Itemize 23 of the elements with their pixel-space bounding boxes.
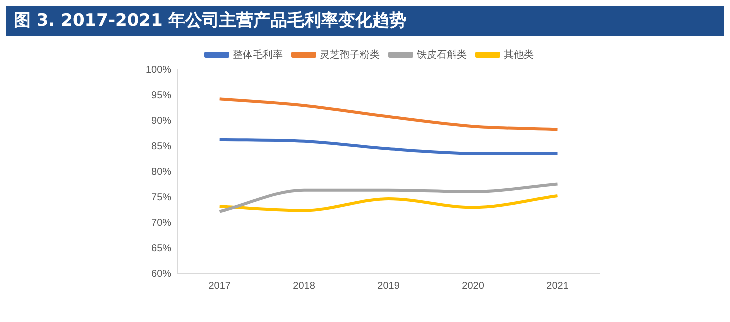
legend-label: 铁皮石斛类: [416, 48, 467, 61]
chart-title: 图 3. 2017-2021 年公司主营产品毛利率变化趋势: [6, 6, 724, 36]
y-tick-label: 70%: [152, 218, 172, 229]
y-tick-label: 60%: [152, 268, 172, 280]
x-tick-label: 2017: [208, 280, 232, 292]
line-series: [218, 194, 560, 212]
x-tick-label: 2020: [462, 280, 485, 292]
y-tick-label: 85%: [152, 141, 172, 152]
legend-label: 灵芝孢子粉类: [320, 48, 380, 61]
y-tick-label: 65%: [152, 243, 172, 254]
line-series: [218, 182, 560, 214]
legend-label: 其他类: [504, 48, 534, 61]
legend-label: 整体毛利率: [233, 48, 283, 61]
y-tick-label: 95%: [152, 90, 172, 102]
y-tick-label: 100%: [146, 64, 172, 76]
x-tick-label: 2018: [293, 280, 316, 292]
y-tick-label: 75%: [152, 192, 172, 204]
x-tick-label: 2021: [546, 280, 570, 292]
x-tick-label: 2019: [378, 280, 400, 292]
line-series: [218, 98, 560, 132]
y-tick-label: 80%: [152, 166, 172, 178]
y-tick-label: 90%: [152, 116, 172, 127]
line-series: [218, 138, 560, 156]
